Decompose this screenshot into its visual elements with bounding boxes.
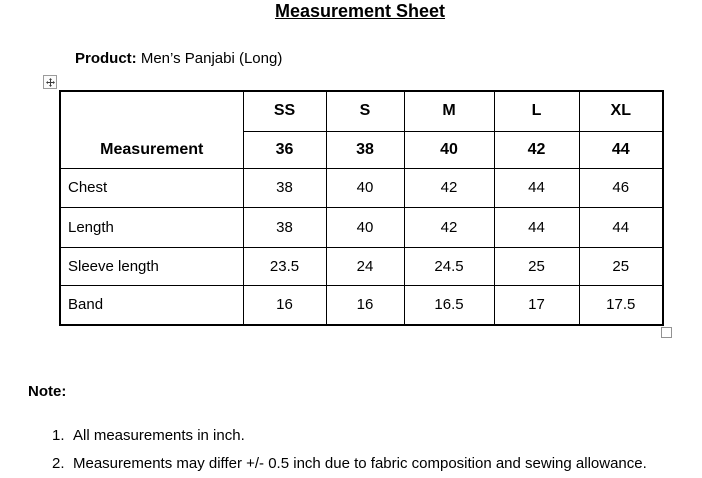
table-row-sleeve-length: Sleeve length 23.5 24 24.5 25 25 bbox=[59, 246, 664, 286]
row-label-cell: Sleeve length bbox=[59, 246, 244, 286]
size-header-cell: XL bbox=[578, 90, 664, 132]
value-cell: 44 bbox=[493, 167, 580, 208]
note-list-item: 2. Measurements may differ +/- 0.5 inch d… bbox=[52, 455, 647, 473]
measurement-table: Measurement SS S M L XL 36 38 40 42 44 C… bbox=[59, 90, 664, 326]
note-item-text: Measurements may differ +/- 0.5 inch due… bbox=[73, 455, 647, 472]
size-header-cell: L bbox=[493, 90, 580, 132]
note-list-item: 1. All measurements in inch. bbox=[52, 427, 245, 445]
table-corner-cell: Measurement bbox=[59, 90, 244, 169]
value-cell: 16 bbox=[325, 284, 405, 326]
value-cell: 16 bbox=[242, 284, 327, 326]
value-cell: 44 bbox=[493, 206, 580, 248]
value-cell: 40 bbox=[325, 206, 405, 248]
size-value-cell: 42 bbox=[493, 130, 580, 169]
size-value-cell: 36 bbox=[242, 130, 327, 169]
note-item-text: All measurements in inch. bbox=[73, 427, 245, 444]
product-value: Men’s Panjabi (Long) bbox=[140, 50, 283, 67]
page-title: Measurement Sheet bbox=[274, 1, 446, 21]
note-item-number: 1. bbox=[52, 427, 65, 444]
value-cell: 24.5 bbox=[403, 246, 495, 286]
value-cell: 17.5 bbox=[578, 284, 664, 326]
move-arrows-icon bbox=[45, 77, 55, 87]
size-value-cell: 40 bbox=[403, 130, 495, 169]
size-header-cell: M bbox=[403, 90, 495, 132]
product-line: Product: Men’s Panjabi (Long) bbox=[75, 50, 282, 68]
value-cell: 16.5 bbox=[403, 284, 495, 326]
table-row-band: Band 16 16 16.5 17 17.5 bbox=[59, 284, 664, 326]
size-header-row: Measurement SS S M L XL bbox=[59, 90, 664, 169]
value-cell: 24 bbox=[325, 246, 405, 286]
value-cell: 46 bbox=[578, 167, 664, 208]
value-cell: 38 bbox=[242, 167, 327, 208]
table-resize-handle[interactable] bbox=[661, 327, 672, 338]
size-value-cell: 38 bbox=[325, 130, 405, 169]
row-label-cell: Length bbox=[59, 206, 244, 248]
value-cell: 25 bbox=[493, 246, 580, 286]
table-row-chest: Chest 38 40 42 44 46 bbox=[59, 167, 664, 208]
size-header-cell: S bbox=[325, 90, 405, 132]
table-move-handle-icon[interactable] bbox=[43, 75, 57, 89]
value-cell: 23.5 bbox=[242, 246, 327, 286]
value-cell: 17 bbox=[493, 284, 580, 326]
table-row-length: Length 38 40 42 44 44 bbox=[59, 206, 664, 248]
value-cell: 42 bbox=[403, 206, 495, 248]
value-cell: 42 bbox=[403, 167, 495, 208]
size-value-row: 36 38 40 42 44 bbox=[60, 130, 664, 169]
value-cell: 38 bbox=[242, 206, 327, 248]
row-label-cell: Band bbox=[59, 284, 244, 326]
row-label-cell: Chest bbox=[59, 167, 244, 208]
size-header-cell: SS bbox=[242, 90, 327, 132]
value-cell: 40 bbox=[325, 167, 405, 208]
note-label: Note: bbox=[28, 383, 67, 400]
size-value-cell: 44 bbox=[578, 130, 664, 169]
value-cell: 25 bbox=[578, 246, 664, 286]
product-label: Product: bbox=[75, 50, 137, 67]
value-cell: 44 bbox=[578, 206, 664, 248]
note-item-number: 2. bbox=[52, 455, 65, 472]
